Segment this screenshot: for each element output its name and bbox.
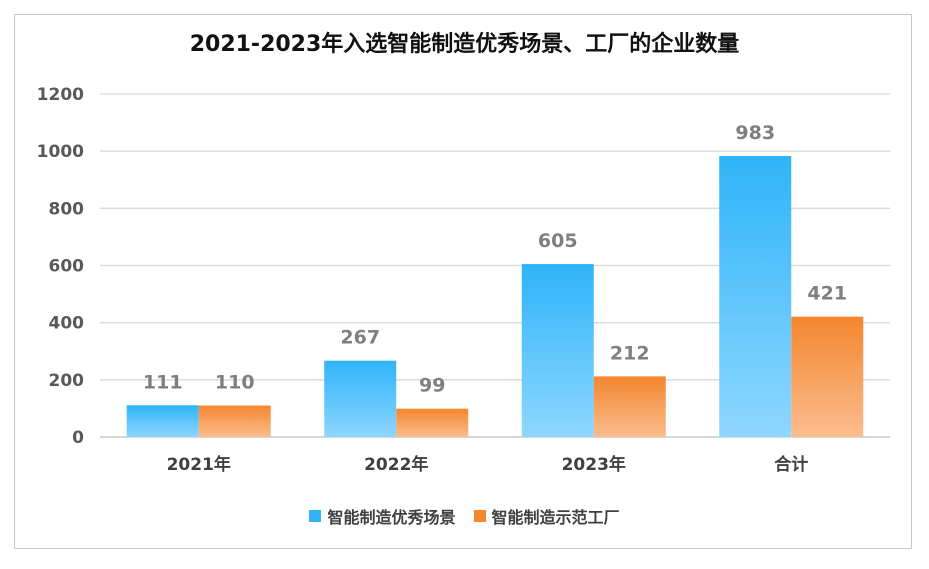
bar-factories-0 [198, 405, 271, 437]
bar-scenes-3 [719, 156, 792, 438]
legend-label-factories: 智能制造示范工厂 [491, 508, 620, 527]
bars [126, 156, 864, 438]
legend-swatch-scenes [309, 510, 322, 522]
data-label-scenes-0: 111 [143, 371, 183, 393]
data-label-factories-1: 99 [419, 375, 445, 397]
legend-swatch-factories [473, 510, 486, 522]
data-label-factories-2: 212 [610, 342, 650, 364]
x-category-label: 合计 [774, 454, 808, 475]
legend-label-scenes: 智能制造优秀场景 [327, 508, 456, 527]
x-axis-categories: 2021年 2022年 2023年 合计 [167, 454, 809, 475]
y-tick-label: 0 [72, 428, 84, 448]
x-category-label: 2021年 [167, 454, 231, 475]
y-tick-label: 800 [49, 199, 85, 219]
y-tick-label: 600 [49, 257, 85, 277]
bar-scenes-1 [324, 360, 397, 437]
bar-factories-1 [396, 408, 469, 437]
data-labels: 111 110 267 99 605 212 983 421 [143, 122, 847, 397]
y-tick-label: 1200 [37, 85, 84, 105]
chart-title: 2021-2023年入选智能制造优秀场景、工厂的企业数量 [189, 32, 740, 57]
bar-scenes-0 [126, 405, 199, 437]
y-axis-ticks: 0 200 400 600 800 1000 1200 [37, 85, 84, 448]
data-label-scenes-1: 267 [340, 327, 380, 349]
data-label-scenes-3: 983 [735, 122, 775, 144]
y-tick-label: 1000 [37, 142, 84, 162]
legend-item-factories[interactable]: 智能制造示范工厂 [473, 504, 620, 528]
bar-factories-2 [593, 376, 666, 437]
bar-scenes-2 [521, 264, 594, 437]
y-tick-label: 200 [49, 371, 85, 391]
x-category-label: 2022年 [364, 454, 428, 475]
legend: 智能制造优秀场景 智能制造示范工厂 [0, 504, 929, 528]
bar-factories-3 [791, 316, 864, 437]
data-label-factories-3: 421 [807, 283, 847, 305]
data-label-factories-0: 110 [215, 372, 255, 394]
x-category-label: 2023年 [562, 454, 626, 475]
legend-item-scenes[interactable]: 智能制造优秀场景 [309, 504, 456, 528]
data-label-scenes-2: 605 [538, 230, 578, 252]
y-tick-label: 400 [49, 314, 85, 334]
